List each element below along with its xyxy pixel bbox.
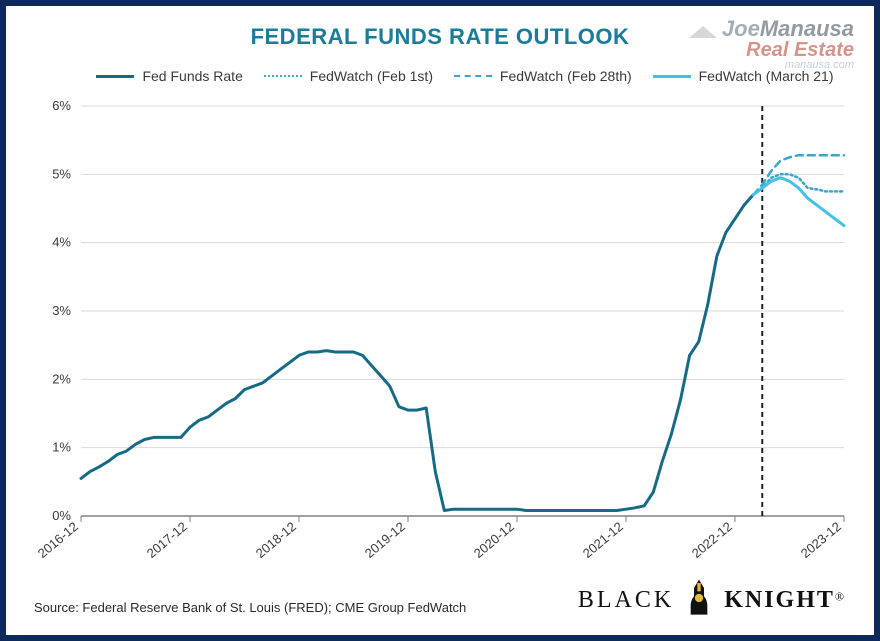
legend-label: FedWatch (Feb 1st) xyxy=(310,68,433,84)
svg-text:2019-12: 2019-12 xyxy=(362,519,408,561)
source-attribution: Source: Federal Reserve Bank of St. Loui… xyxy=(34,600,466,615)
house-icon xyxy=(689,26,717,38)
legend-item: FedWatch (March 21) xyxy=(653,68,834,84)
svg-text:2020-12: 2020-12 xyxy=(471,519,517,561)
svg-text:2022-12: 2022-12 xyxy=(689,519,735,561)
knight-icon xyxy=(682,578,716,623)
legend-label: FedWatch (Feb 28th) xyxy=(500,68,632,84)
legend-label: Fed Funds Rate xyxy=(142,68,242,84)
svg-text:3%: 3% xyxy=(52,303,71,318)
blackknight-logo: BLACK KNIGHT® xyxy=(578,578,844,623)
legend: Fed Funds Rate FedWatch (Feb 1st) FedWat… xyxy=(86,62,844,90)
watermark-real-estate: Real Estate xyxy=(689,40,854,60)
svg-text:2%: 2% xyxy=(52,371,71,386)
svg-text:2016-12: 2016-12 xyxy=(35,519,81,561)
legend-item: Fed Funds Rate xyxy=(96,68,242,84)
svg-text:6%: 6% xyxy=(52,98,71,113)
svg-text:2021-12: 2021-12 xyxy=(580,519,626,561)
bk-black-text: BLACK xyxy=(578,587,674,614)
svg-text:2018-12: 2018-12 xyxy=(253,519,299,561)
legend-swatch xyxy=(96,75,134,78)
bk-knight-text: KNIGHT® xyxy=(724,587,844,614)
chart-plot-area: 0%1%2%3%4%5%6%2016-122017-122018-122019-… xyxy=(81,101,844,521)
line-chart-svg: 0%1%2%3%4%5%6%2016-122017-122018-122019-… xyxy=(81,101,844,521)
legend-swatch xyxy=(653,75,691,78)
legend-label: FedWatch (March 21) xyxy=(699,68,834,84)
svg-text:1%: 1% xyxy=(52,440,71,455)
svg-text:2023-12: 2023-12 xyxy=(798,519,844,561)
svg-text:5%: 5% xyxy=(52,166,71,181)
legend-swatch xyxy=(264,75,302,77)
svg-text:4%: 4% xyxy=(52,235,71,250)
svg-text:2017-12: 2017-12 xyxy=(144,519,190,561)
legend-item: FedWatch (Feb 1st) xyxy=(264,68,433,84)
watermark-joe: Joe xyxy=(722,16,760,41)
legend-swatch xyxy=(454,75,492,77)
watermark-manausa: Manausa xyxy=(760,16,854,41)
legend-item: FedWatch (Feb 28th) xyxy=(454,68,632,84)
